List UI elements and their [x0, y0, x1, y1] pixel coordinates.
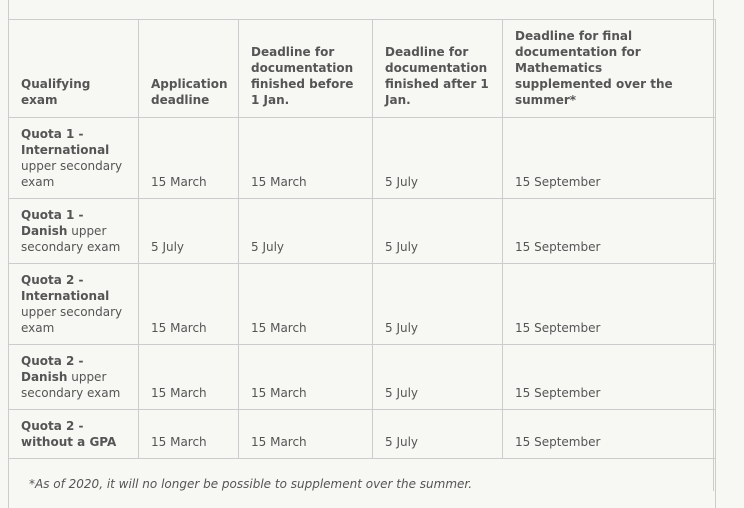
cell: 15 September — [503, 118, 716, 199]
exam-cell: Quota 2 - Danish upper secondary exam — [9, 345, 139, 410]
header-application-deadline: Application deadline — [139, 20, 239, 118]
cell: 15 March — [239, 118, 373, 199]
table-row: Quota 1 - International upper secondary … — [9, 118, 716, 199]
cell: 15 March — [239, 345, 373, 410]
header-row: Qualifying exam Application deadline Dea… — [9, 20, 716, 118]
deadlines-table: Qualifying exam Application deadline Dea… — [8, 19, 716, 508]
cell: 5 July — [373, 345, 503, 410]
cell: 15 March — [239, 410, 373, 459]
cell: 15 March — [239, 264, 373, 345]
table-row: Quota 2 - without a GPA 15 March 15 Marc… — [9, 410, 716, 459]
cell: 15 March — [139, 264, 239, 345]
cell: 5 July — [373, 410, 503, 459]
cell: 5 July — [373, 118, 503, 199]
cell: 15 September — [503, 345, 716, 410]
exam-cell: Quota 2 - without a GPA — [9, 410, 139, 459]
header-qualifying-exam: Qualifying exam — [9, 20, 139, 118]
exam-cell: Quota 1 - Danish upper secondary exam — [9, 199, 139, 264]
footnote: *As of 2020, it will no longer be possib… — [9, 459, 716, 508]
cell: 5 July — [239, 199, 373, 264]
header-deadline-after-jan: Deadline for documentation finished afte… — [373, 20, 503, 118]
cell: 5 July — [139, 199, 239, 264]
cell: 15 March — [139, 410, 239, 459]
cell: 15 March — [139, 345, 239, 410]
cell: 15 March — [139, 118, 239, 199]
cell: 15 September — [503, 264, 716, 345]
table-row: Quota 1 - Danish upper secondary exam 5 … — [9, 199, 716, 264]
header-deadline-before-jan: Deadline for documentation finished befo… — [239, 20, 373, 118]
exam-cell: Quota 1 - International upper secondary … — [9, 118, 139, 199]
cell: 5 July — [373, 199, 503, 264]
footnote-row: *As of 2020, it will no longer be possib… — [9, 459, 716, 508]
cell: 15 September — [503, 199, 716, 264]
table-row: Quota 2 - International upper secondary … — [9, 264, 716, 345]
cell: 5 July — [373, 264, 503, 345]
table-row: Quota 2 - Danish upper secondary exam 15… — [9, 345, 716, 410]
exam-cell: Quota 2 - International upper secondary … — [9, 264, 139, 345]
header-deadline-math-summer: Deadline for final documentation for Mat… — [503, 20, 716, 118]
cell: 15 September — [503, 410, 716, 459]
